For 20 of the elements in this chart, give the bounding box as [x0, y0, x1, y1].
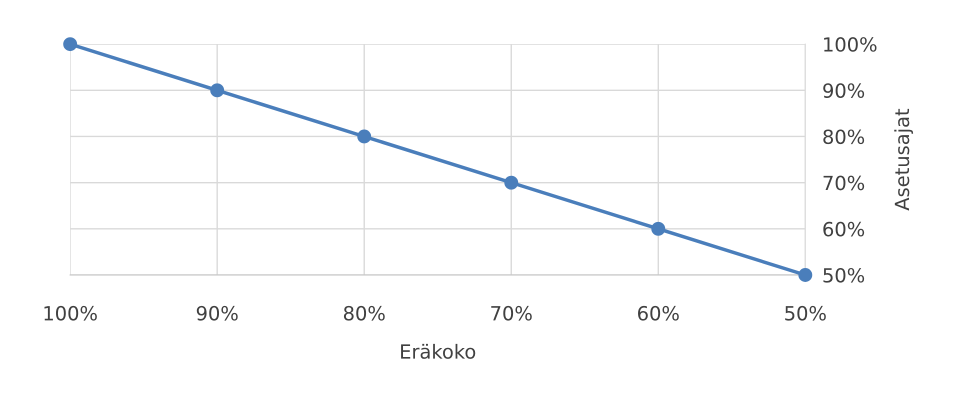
x-tick-label: 80% — [344, 306, 385, 321]
y-tick-label: 80% — [823, 129, 864, 144]
x-tick-label: 70% — [491, 306, 532, 321]
y-axis-title: Asetusajat — [894, 108, 914, 211]
y-tick-label: 100% — [824, 37, 876, 52]
point — [651, 222, 666, 236]
point — [504, 176, 518, 190]
y-tick-label: 60% — [823, 222, 864, 236]
y-tick-label: 90% — [823, 83, 864, 98]
point — [798, 268, 812, 282]
x-tick-label: 90% — [196, 306, 238, 321]
y-tick-label: 70% — [824, 176, 864, 190]
x-tick-label: 100% — [44, 306, 97, 321]
x-tick-label: 50% — [785, 306, 826, 321]
point — [210, 83, 224, 98]
point — [357, 130, 372, 144]
x-tick-label: 60% — [638, 306, 679, 321]
x-axis-title: Eräkoko — [401, 344, 476, 359]
y-tick-label: 50% — [823, 268, 864, 283]
point — [63, 37, 78, 52]
